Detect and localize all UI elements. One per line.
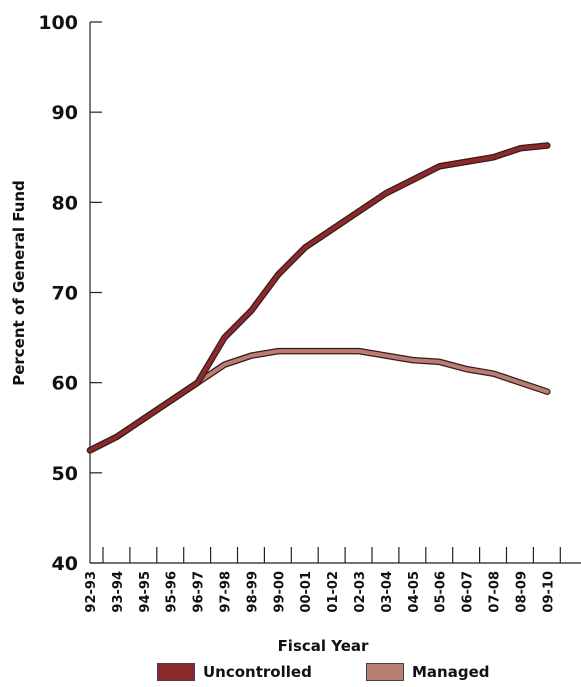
x-tick-label: 97-98 xyxy=(219,571,234,613)
x-tick-label: 00-01 xyxy=(299,571,314,613)
series-line-managed xyxy=(88,349,550,453)
legend-item-uncontrolled: Uncontrolled xyxy=(157,663,312,681)
y-tick-label: 90 xyxy=(52,102,78,124)
legend: Uncontrolled Managed xyxy=(0,663,581,685)
x-tick-label: 08-09 xyxy=(514,571,529,613)
x-tick-label: 09-10 xyxy=(541,571,556,613)
y-tick-label: 50 xyxy=(52,463,78,485)
legend-label-managed: Managed xyxy=(412,663,490,681)
y-tick-label: 40 xyxy=(52,553,78,575)
legend-label-uncontrolled: Uncontrolled xyxy=(203,663,312,681)
y-axis-label: Percent of General Fund xyxy=(10,180,28,386)
x-tick-label: 04-05 xyxy=(407,571,422,613)
x-tick-label: 94-95 xyxy=(138,571,153,613)
x-tick-label: 93-94 xyxy=(111,571,126,613)
x-axis: 92-93 93-94 94-95 95-96 96-97 97-98 98-99 99-00… xyxy=(84,547,581,613)
y-tick-label: 80 xyxy=(52,192,78,214)
series-lines xyxy=(86,142,551,454)
y-tick-label: 70 xyxy=(52,283,78,305)
x-tick-label: 92-93 xyxy=(84,571,99,613)
y-axis: 40 50 60 70 80 90 100 xyxy=(38,12,102,575)
series-outline-uncontrolled xyxy=(86,142,551,454)
x-tick-label: 02-03 xyxy=(353,571,368,613)
x-tick-label: 96-97 xyxy=(192,571,207,613)
x-tick-label: 95-96 xyxy=(165,571,180,613)
x-tick-label: 07-08 xyxy=(488,571,503,613)
x-tick-label: 06-07 xyxy=(461,571,476,613)
x-tick-label: 03-04 xyxy=(380,571,395,613)
series-outline-managed xyxy=(86,347,551,454)
x-axis-label: Fiscal Year xyxy=(278,637,369,655)
legend-swatch-uncontrolled xyxy=(157,663,195,681)
x-tick-label: 98-99 xyxy=(245,571,260,613)
x-tick-label: 99-00 xyxy=(272,571,287,613)
legend-swatch-managed xyxy=(366,663,404,681)
legend-item-managed: Managed xyxy=(366,663,490,681)
series-line-uncontrolled xyxy=(88,143,550,453)
x-tick-label: 05-06 xyxy=(434,571,449,613)
y-tick-label: 60 xyxy=(52,373,78,395)
y-tick-label: 100 xyxy=(38,12,78,34)
x-tick-label: 01-02 xyxy=(326,571,341,613)
